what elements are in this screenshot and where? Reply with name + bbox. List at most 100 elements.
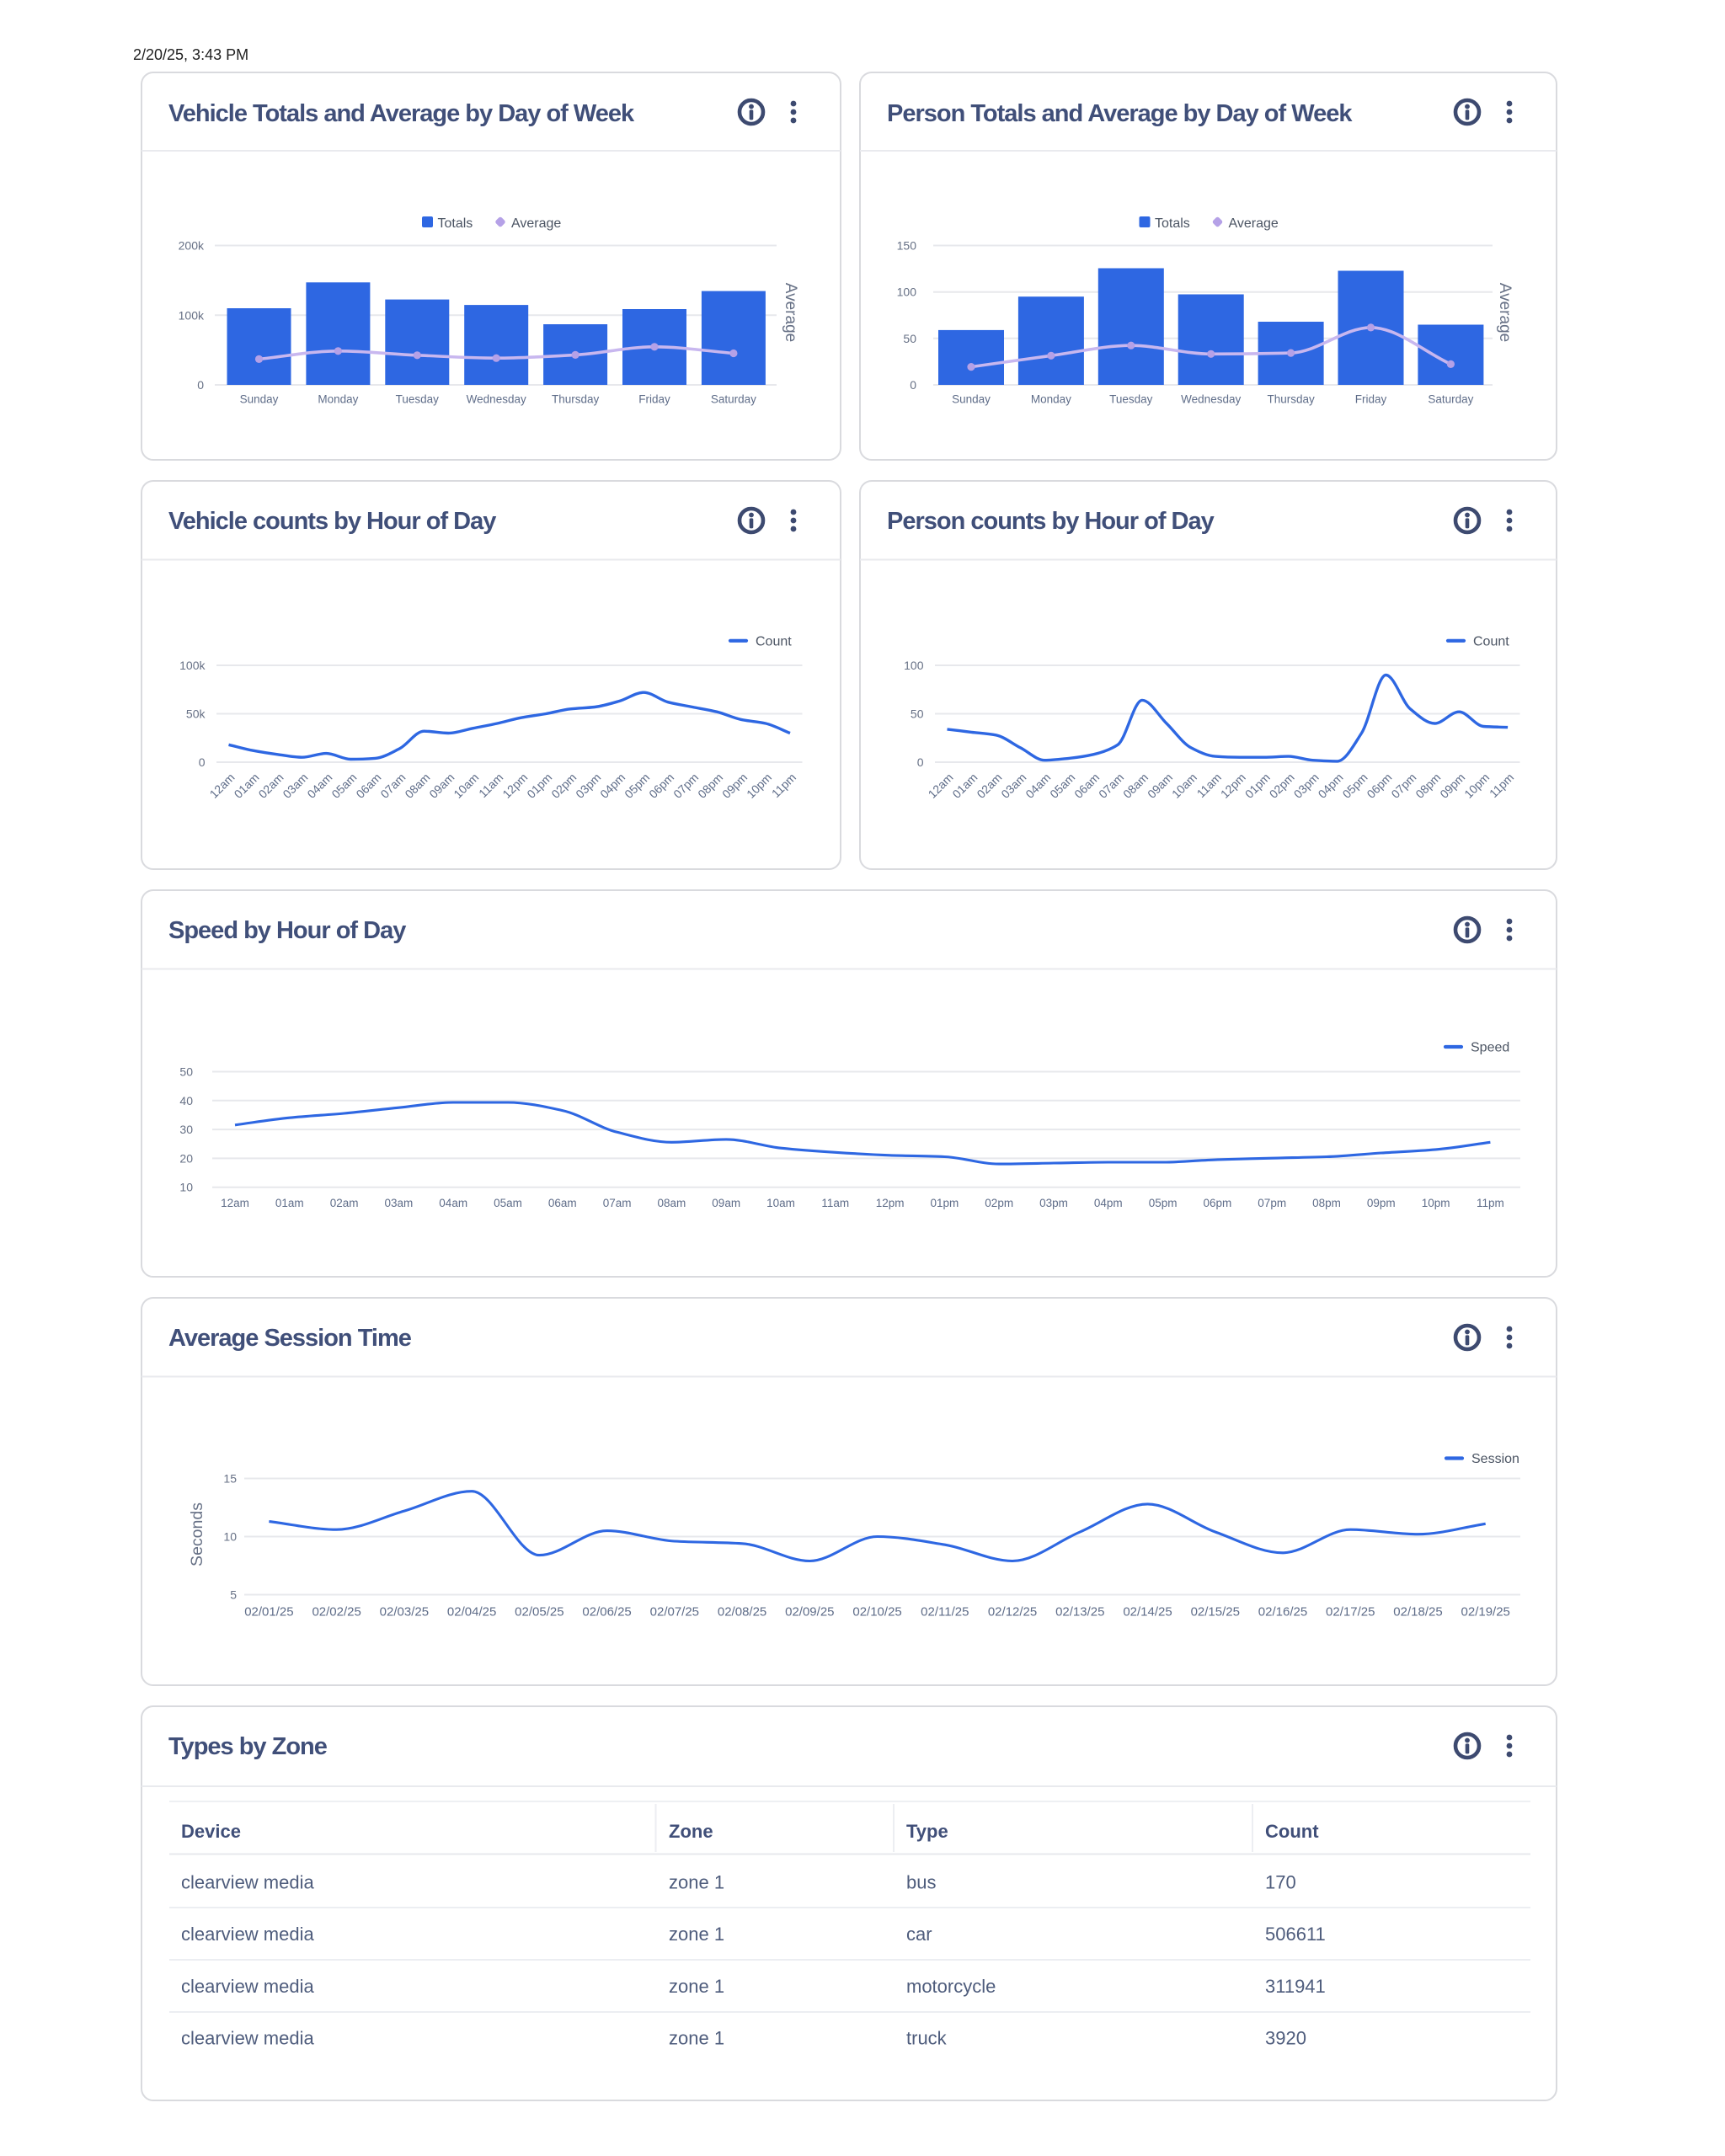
svg-text:02/11/25: 02/11/25 [921, 1605, 969, 1620]
svg-text:Sunday: Sunday [240, 393, 279, 406]
svg-text:02/05/25: 02/05/25 [515, 1605, 563, 1620]
svg-text:Sunday: Sunday [952, 393, 991, 406]
svg-text:02/19/25: 02/19/25 [1461, 1605, 1510, 1620]
svg-text:50: 50 [911, 707, 924, 721]
svg-text:Totals: Totals [1155, 216, 1190, 231]
svg-text:50: 50 [179, 1065, 193, 1079]
svg-text:0: 0 [917, 755, 924, 769]
svg-text:3920: 3920 [1265, 2028, 1306, 2049]
svg-text:15: 15 [223, 1472, 237, 1486]
svg-text:Wednesday: Wednesday [467, 393, 526, 406]
svg-text:Seconds: Seconds [188, 1502, 206, 1566]
svg-text:05pm: 05pm [1149, 1197, 1178, 1209]
svg-text:Vehicle counts by Hour of Day: Vehicle counts by Hour of Day [168, 508, 496, 535]
svg-text:100: 100 [904, 659, 924, 672]
svg-text:Count: Count [756, 634, 792, 648]
svg-text:50k: 50k [186, 707, 206, 721]
svg-text:12pm: 12pm [876, 1197, 905, 1209]
svg-text:02/07/25: 02/07/25 [650, 1605, 699, 1620]
svg-text:Friday: Friday [1355, 393, 1387, 406]
svg-text:Device: Device [181, 1821, 241, 1842]
svg-text:02/10/25: 02/10/25 [852, 1605, 901, 1620]
svg-text:Speed by Hour of Day: Speed by Hour of Day [168, 917, 406, 944]
svg-text:02/13/25: 02/13/25 [1055, 1605, 1104, 1620]
svg-text:Friday: Friday [638, 393, 670, 406]
svg-text:Average: Average [1229, 216, 1279, 231]
svg-text:Saturday: Saturday [711, 393, 756, 406]
svg-text:02pm: 02pm [985, 1197, 1013, 1209]
svg-text:clearview media: clearview media [181, 2028, 314, 2049]
svg-text:01pm: 01pm [931, 1197, 959, 1209]
svg-text:02/16/25: 02/16/25 [1258, 1605, 1307, 1620]
svg-text:09am: 09am [712, 1197, 740, 1209]
svg-text:zone 1: zone 1 [669, 1924, 724, 1945]
svg-text:50: 50 [903, 332, 916, 345]
svg-text:07pm: 07pm [1258, 1197, 1286, 1209]
svg-text:30: 30 [179, 1123, 193, 1136]
svg-text:170: 170 [1265, 1872, 1296, 1893]
svg-text:02/17/25: 02/17/25 [1326, 1605, 1375, 1620]
svg-text:07am: 07am [603, 1197, 632, 1209]
svg-text:02/18/25: 02/18/25 [1393, 1605, 1442, 1620]
svg-text:Average: Average [511, 216, 561, 231]
svg-text:100: 100 [897, 286, 917, 299]
svg-text:08pm: 08pm [1312, 1197, 1341, 1209]
svg-text:clearview media: clearview media [181, 1976, 314, 1997]
svg-text:06pm: 06pm [1204, 1197, 1232, 1209]
svg-text:0: 0 [197, 378, 204, 392]
svg-text:02/04/25: 02/04/25 [447, 1605, 496, 1620]
svg-text:Average: Average [782, 283, 799, 342]
svg-text:10: 10 [223, 1530, 237, 1544]
svg-text:Average: Average [1496, 283, 1514, 342]
svg-text:Zone: Zone [669, 1821, 713, 1842]
svg-text:20: 20 [179, 1151, 193, 1165]
svg-text:Saturday: Saturday [1428, 393, 1473, 406]
svg-text:10pm: 10pm [1422, 1197, 1450, 1209]
svg-text:Types by Zone: Types by Zone [168, 1733, 328, 1760]
svg-text:clearview media: clearview media [181, 1872, 314, 1893]
svg-text:02/08/25: 02/08/25 [718, 1605, 766, 1620]
svg-text:03pm: 03pm [1039, 1197, 1068, 1209]
svg-text:311941: 311941 [1265, 1976, 1326, 1997]
svg-text:02/06/25: 02/06/25 [582, 1605, 631, 1620]
svg-text:truck: truck [906, 2028, 948, 2049]
svg-text:02/12/25: 02/12/25 [988, 1605, 1037, 1620]
svg-text:zone 1: zone 1 [669, 1872, 724, 1893]
svg-text:10: 10 [179, 1181, 193, 1194]
svg-text:Speed: Speed [1471, 1041, 1509, 1055]
svg-text:10am: 10am [766, 1197, 795, 1209]
svg-text:0: 0 [199, 755, 206, 769]
svg-text:09pm: 09pm [1367, 1197, 1396, 1209]
svg-text:zone 1: zone 1 [669, 1976, 724, 1997]
svg-text:150: 150 [897, 239, 917, 253]
svg-text:2/20/25, 3:43 PM: 2/20/25, 3:43 PM [133, 46, 248, 63]
svg-text:506611: 506611 [1265, 1924, 1326, 1945]
svg-text:Count: Count [1473, 634, 1509, 648]
svg-text:03am: 03am [385, 1197, 414, 1209]
svg-text:02/01/25: 02/01/25 [244, 1605, 293, 1620]
svg-text:Tuesday: Tuesday [1109, 393, 1153, 406]
svg-text:Session: Session [1471, 1452, 1519, 1466]
svg-text:5: 5 [230, 1588, 237, 1602]
svg-text:Vehicle Totals and Average by: Vehicle Totals and Average by Day of Wee… [168, 100, 635, 127]
svg-text:clearview media: clearview media [181, 1924, 314, 1945]
svg-text:01am: 01am [275, 1197, 304, 1209]
svg-text:Person counts by Hour of Day: Person counts by Hour of Day [887, 508, 1215, 535]
svg-text:Totals: Totals [438, 216, 473, 231]
svg-text:06am: 06am [548, 1197, 577, 1209]
svg-text:0: 0 [910, 378, 916, 392]
svg-text:Count: Count [1265, 1821, 1319, 1842]
svg-text:200k: 200k [179, 239, 205, 253]
svg-text:zone 1: zone 1 [669, 2028, 724, 2049]
svg-text:11am: 11am [821, 1197, 849, 1209]
svg-text:11pm: 11pm [1477, 1197, 1504, 1209]
svg-text:Thursday: Thursday [552, 393, 600, 406]
svg-text:04am: 04am [439, 1197, 467, 1209]
svg-text:Thursday: Thursday [1267, 393, 1315, 406]
svg-text:bus: bus [906, 1872, 936, 1893]
svg-text:motorcycle: motorcycle [906, 1976, 996, 1997]
svg-text:Type: Type [906, 1821, 948, 1842]
svg-text:Person Totals and Average by D: Person Totals and Average by Day of Week [887, 100, 1353, 127]
svg-text:04pm: 04pm [1094, 1197, 1123, 1209]
svg-text:100k: 100k [179, 659, 206, 672]
